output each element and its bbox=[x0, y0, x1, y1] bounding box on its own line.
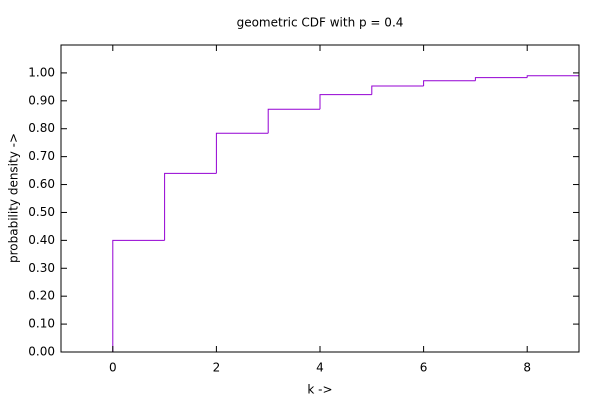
x-tick-label: 6 bbox=[420, 361, 428, 375]
step-segment bbox=[371, 85, 424, 95]
y-tick-label: 0.80 bbox=[28, 121, 55, 135]
x-tick-label: 2 bbox=[213, 361, 221, 375]
y-tick-label: 0.20 bbox=[28, 289, 55, 303]
y-tick-label: 0.00 bbox=[28, 345, 55, 359]
y-tick-label: 0.70 bbox=[28, 149, 55, 163]
y-tick-label: 0.50 bbox=[28, 205, 55, 219]
step-segment bbox=[267, 108, 320, 134]
y-tick-label: 0.60 bbox=[28, 177, 55, 191]
step-segment bbox=[578, 74, 579, 76]
x-tick-label: 8 bbox=[523, 361, 531, 375]
plot-border bbox=[60, 44, 580, 353]
chart-title: geometric CDF with p = 0.4 bbox=[237, 16, 404, 30]
plot-area bbox=[112, 74, 579, 352]
step-segment bbox=[319, 94, 372, 110]
y-tick-label: 0.90 bbox=[28, 93, 55, 107]
y-tick-label: 0.40 bbox=[28, 233, 55, 247]
step-segment bbox=[474, 77, 528, 81]
step-segment bbox=[423, 80, 476, 87]
y-axis-label: probability density -> bbox=[7, 133, 21, 263]
x-axis-label: k -> bbox=[307, 383, 332, 397]
y-tick-label: 1.00 bbox=[28, 65, 55, 79]
x-tick-label: 0 bbox=[109, 361, 117, 375]
x-tick-label: 4 bbox=[316, 361, 324, 375]
step-segment bbox=[112, 239, 165, 352]
y-tick-label: 0.30 bbox=[28, 261, 55, 275]
step-segment bbox=[164, 172, 217, 241]
step-segment bbox=[215, 132, 269, 174]
step-segment bbox=[526, 75, 579, 78]
y-tick-label: 0.10 bbox=[28, 317, 55, 331]
